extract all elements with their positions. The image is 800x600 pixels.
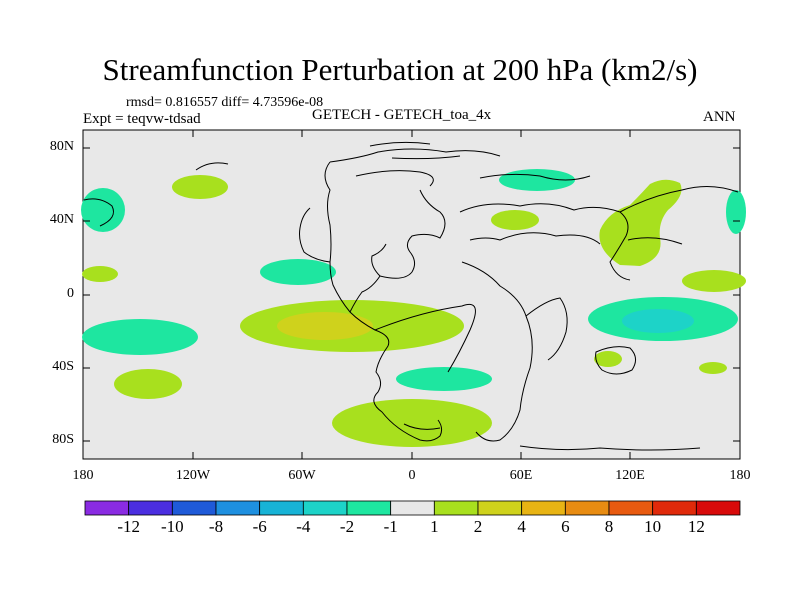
contour-positive (491, 210, 539, 230)
colorbar-label: -10 (160, 517, 184, 536)
coastline-arctic (355, 170, 434, 187)
coastline-arctic (195, 162, 229, 171)
x-tick-label: 60E (509, 468, 533, 483)
y-tick-label: 80N (49, 139, 74, 154)
coastline-africa (461, 261, 533, 442)
coastline-asia (619, 186, 739, 213)
coastlines (83, 141, 739, 451)
colorbar-swatch (84, 500, 130, 516)
contour-positive (682, 270, 746, 292)
contour-positive (172, 175, 228, 199)
contour-positive (599, 179, 682, 266)
contour-positive (699, 362, 727, 374)
colorbar-label: -1 (383, 517, 398, 536)
contour-positive (114, 369, 182, 399)
colorbar-swatch (521, 500, 566, 516)
contour-negative (82, 319, 198, 355)
colorbar-swatch (652, 500, 697, 516)
y-tick-label: 80S (52, 432, 74, 447)
contour-positive-strong (277, 312, 373, 340)
colorbar-swatch (259, 500, 304, 516)
x-tick-label: 120W (175, 468, 211, 483)
colorbar-label: -6 (252, 517, 267, 536)
contour-negative (396, 367, 492, 391)
colorbar-label: -12 (117, 517, 140, 536)
colorbar-label: -8 (208, 517, 224, 536)
contour-positive (594, 351, 622, 367)
colorbar-swatch (695, 500, 741, 516)
coastline-americas (299, 207, 331, 263)
contour-negative (260, 259, 336, 285)
coastline-asia (627, 237, 683, 245)
experiment-label: Expt = teqvw-tdsad (83, 111, 201, 127)
coastline-americas (324, 161, 443, 442)
colorbar-label: -4 (296, 517, 311, 536)
colorbar-label: 10 (644, 517, 662, 536)
contour-positive (82, 266, 118, 282)
case-label: GETECH - GETECH_toa_4x (312, 107, 492, 123)
colorbar-swatch (477, 500, 523, 516)
season-label: ANN (703, 109, 736, 125)
colorbar-swatch (564, 500, 610, 516)
coastline-americas (379, 189, 446, 279)
coastline-antarctic (403, 423, 441, 430)
colorbar-label: -2 (339, 517, 355, 536)
colorbar-swatch (346, 500, 392, 516)
y-tick-label: 0 (67, 286, 74, 301)
coastline-australia (595, 346, 636, 375)
colorbar-label: 1 (430, 517, 439, 536)
y-tick-label: 40S (52, 359, 74, 374)
tick-marks (83, 130, 740, 459)
colorbar-swatch (302, 500, 348, 516)
colorbar-label: 2 (473, 517, 483, 536)
rmsd-diff-stats: rmsd= 0.816557 diff= 4.73596e-08 (126, 95, 324, 110)
x-tick-label: 0 (408, 468, 416, 483)
x-tick-label: 60W (288, 468, 316, 483)
x-tick-label: 180 (729, 468, 751, 483)
x-tick-label: 180 (72, 468, 94, 483)
colorbar-swatch (608, 500, 654, 516)
contour-negative (81, 188, 125, 232)
coastline-arctic (369, 141, 431, 147)
x-tick-label: 120E (615, 468, 645, 483)
coastline-arctic (391, 155, 461, 160)
colorbar-label: 12 (687, 517, 705, 536)
colorbar-swatch (390, 500, 435, 516)
contour-positive (332, 399, 492, 447)
colorbar-label: 6 (561, 517, 570, 536)
coastline-arctic (329, 148, 501, 163)
contour-negative-strong (622, 309, 694, 333)
colorbar-label: 4 (517, 517, 526, 536)
chart-title: Streamfunction Perturbation at 200 hPa (… (102, 52, 698, 87)
coastline-northeurope (479, 173, 591, 181)
coastline-eurasia (469, 232, 601, 245)
contour-fields (81, 169, 746, 447)
coastline-westeu (83, 198, 114, 227)
coastline-americas (374, 304, 476, 373)
y-tick-label: 40N (49, 212, 74, 227)
colorbar-swatch (128, 500, 173, 516)
coastline-antarctic (519, 445, 701, 451)
colorbar-swatch (215, 500, 261, 516)
colorbar-label: 8 (604, 517, 614, 536)
colorbar (84, 500, 741, 516)
coastline-africa (525, 297, 568, 361)
contour-negative (726, 190, 746, 234)
colorbar-swatch (171, 500, 217, 516)
colorbar-swatch (433, 500, 479, 516)
